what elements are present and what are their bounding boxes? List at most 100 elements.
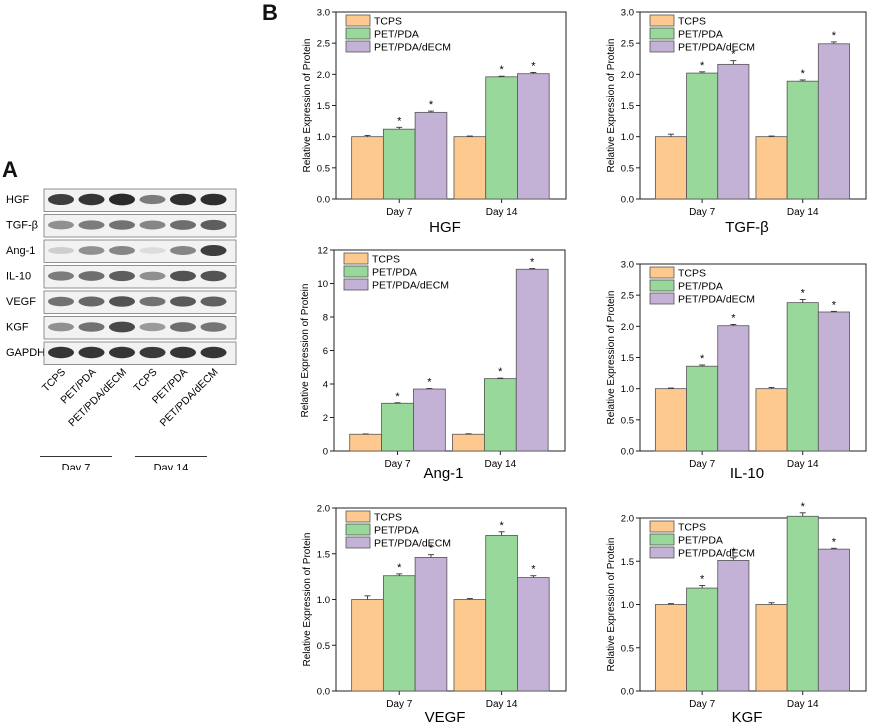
blot-band (78, 346, 105, 359)
y-tick-label: 2 (323, 413, 328, 424)
chart-title: TGF-β (725, 219, 769, 236)
legend-swatch (649, 533, 675, 546)
blot-band (139, 296, 166, 307)
y-tick-label: 2.0 (621, 322, 634, 333)
legend-label: PET/PDA/dECM (678, 42, 755, 54)
y-tick-label: 1.0 (621, 384, 634, 395)
significance-marker: * (700, 353, 705, 365)
bar (755, 136, 788, 200)
blot-band (78, 220, 105, 230)
blot-band (200, 270, 227, 282)
bar (786, 302, 819, 452)
significance-marker: * (499, 520, 504, 532)
legend-swatch (345, 510, 371, 523)
blot-band (78, 322, 105, 332)
legend-label: TCPS (372, 254, 400, 266)
y-tick-label: 2.5 (621, 291, 634, 302)
chart-1: 0.0 0.5 1.0 1.5 2.0 2.5 3.0 Relative Expression… (606, 8, 867, 236)
y-tick-label: 1.5 (621, 353, 634, 364)
blot-band (78, 193, 105, 206)
blot-band (170, 193, 196, 206)
chart-5: 0.0 0.5 1.0 1.5 2.0 Relative Expression of Pr… (606, 501, 867, 726)
blot-band (170, 296, 196, 307)
blot-row-label: KGF (6, 322, 29, 334)
y-tick-label: 1.5 (317, 101, 330, 112)
y-tick-label: 4 (323, 380, 328, 391)
chart-title: HGF (429, 219, 461, 236)
legend-label: PET/PDA/dECM (372, 280, 449, 292)
y-axis-label: Relative Expression of Protein (606, 538, 617, 672)
legend-label: PET/PDA (374, 525, 419, 537)
blot-band (200, 296, 227, 307)
legend-label: PET/PDA (374, 29, 419, 41)
bar (654, 136, 687, 200)
bar (351, 599, 384, 692)
chart-title: Ang-1 (423, 465, 463, 482)
bar (686, 72, 719, 200)
significance-marker: * (498, 366, 503, 378)
significance-marker: * (700, 60, 705, 72)
y-tick-label: 1.0 (621, 132, 634, 143)
blot-band (170, 220, 196, 230)
x-tick-label: Day 7 (384, 459, 411, 470)
legend-label: PET/PDA/dECM (678, 294, 755, 306)
bar (517, 73, 550, 200)
y-tick-label: 2.0 (317, 504, 330, 515)
y-axis-label: Relative Expression of Protein (300, 284, 311, 418)
chart-title: VEGF (425, 709, 466, 726)
blot-band (200, 346, 227, 359)
bar (453, 136, 487, 200)
blot-band (109, 193, 135, 206)
legend-swatch (345, 40, 371, 53)
y-tick-label: 2.5 (317, 39, 330, 50)
bar (515, 268, 549, 452)
x-tick-label: Day 7 (386, 207, 413, 218)
bar (349, 433, 382, 452)
y-tick-label: 1.5 (621, 101, 634, 112)
bar (414, 557, 448, 692)
legend-swatch (345, 14, 371, 27)
blot-band (109, 346, 135, 359)
y-tick-label: 0.0 (621, 687, 634, 698)
blot-row-label: Ang-1 (6, 245, 35, 257)
legend-label: TCPS (678, 268, 706, 280)
blot-band (109, 220, 135, 230)
significance-marker: * (700, 573, 705, 585)
blot-band (109, 246, 135, 255)
bar (755, 388, 788, 452)
blot-band (139, 346, 166, 359)
y-axis-label: Relative Expression of Protein (606, 39, 617, 173)
bar (414, 111, 448, 200)
y-tick-label: 0.5 (621, 163, 634, 174)
blot-band (48, 346, 74, 359)
blot-band (48, 271, 74, 281)
blot-band (109, 296, 135, 307)
blot-band (200, 244, 227, 257)
legend-label: PET/PDA/dECM (678, 548, 755, 560)
y-tick-label: 0.5 (621, 643, 634, 654)
legend-label: TCPS (678, 16, 706, 28)
y-tick-label: 0 (323, 447, 328, 458)
x-tick-label: Day 14 (787, 699, 819, 710)
blot-band (139, 271, 166, 281)
y-tick-label: 0.0 (621, 447, 634, 458)
bar (382, 575, 416, 692)
western-blot: HGFTGF-βAng-1IL-10VEGFKGFGAPDHTCPSPET/PD… (6, 188, 237, 471)
bar (817, 311, 850, 452)
significance-marker: * (832, 299, 837, 311)
y-tick-label: 3.0 (621, 8, 634, 19)
bar (381, 402, 414, 452)
blot-band (48, 322, 74, 332)
significance-marker: * (801, 68, 806, 80)
y-tick-label: 3.0 (621, 260, 634, 271)
x-tick-label: Day 7 (689, 459, 716, 470)
legend-swatch (345, 27, 371, 40)
chart-title: KGF (732, 709, 763, 726)
chart-title: IL-10 (730, 465, 764, 482)
y-tick-label: 0.0 (317, 195, 330, 206)
blot-group-label: Day 7 (62, 463, 91, 471)
significance-marker: * (731, 49, 736, 61)
legend-label: PET/PDA (678, 535, 723, 547)
legend-label: PET/PDA (372, 267, 417, 279)
